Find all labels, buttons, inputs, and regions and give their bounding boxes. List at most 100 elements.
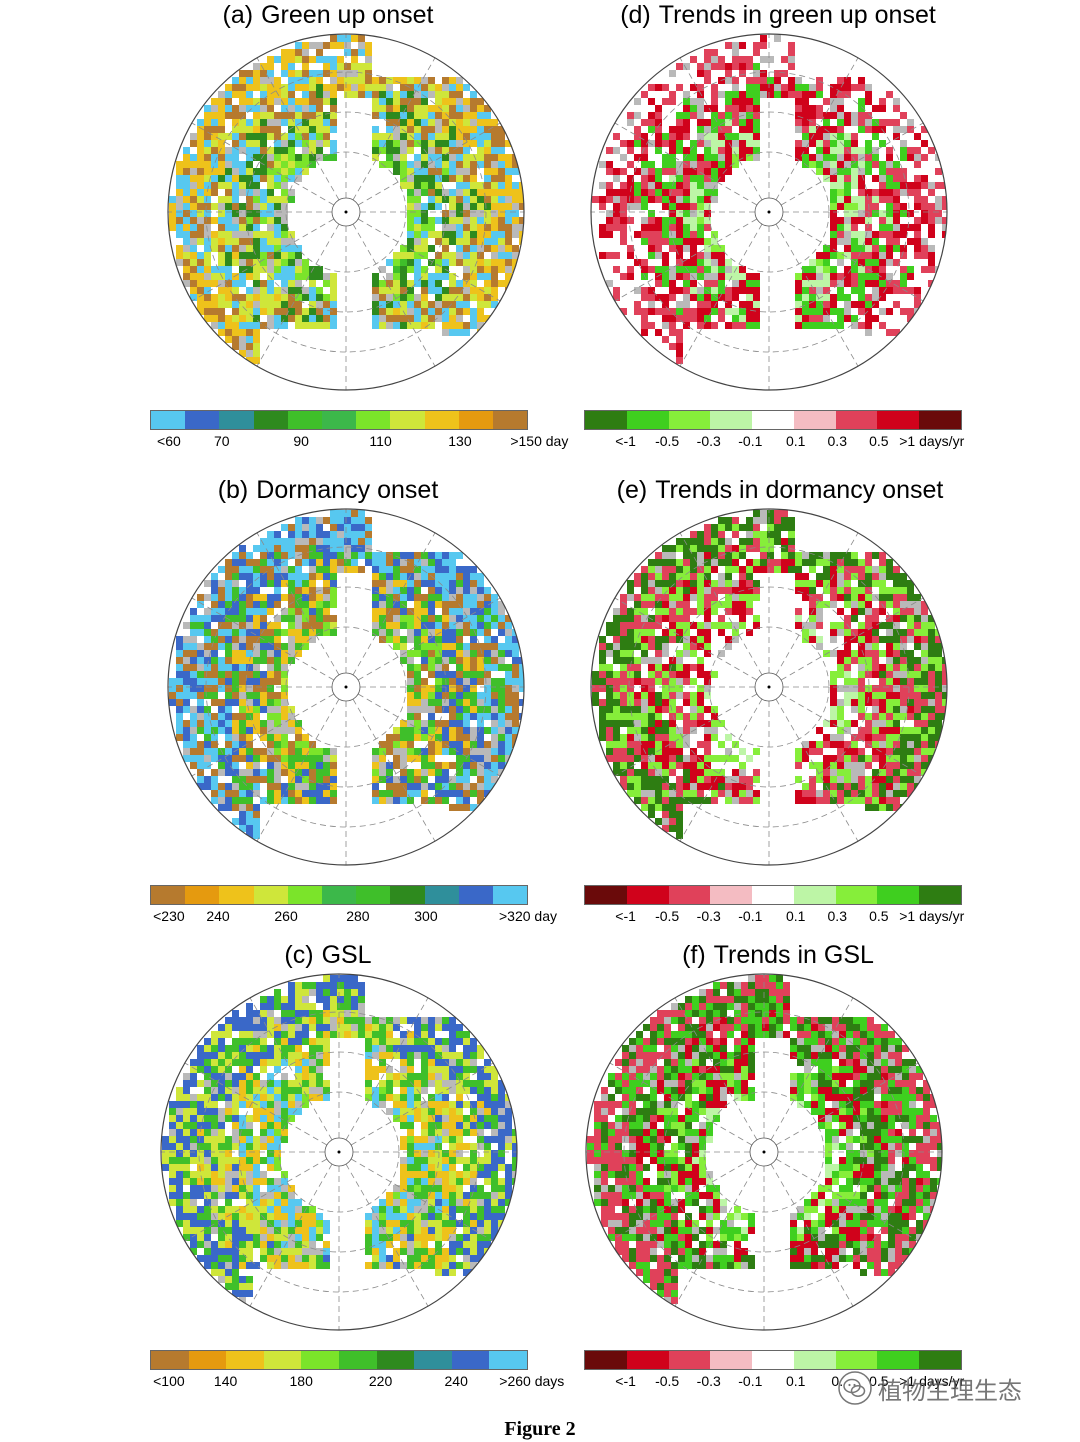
colorbar-swatch [585, 411, 627, 429]
colorbar-ticks: <230 240 260 280 300 >320 day [150, 908, 557, 926]
colorbar-tick-label: 0.5 [869, 1373, 889, 1389]
map-boundary [160, 973, 518, 1331]
colorbar-swatch [919, 886, 962, 904]
pole-circle [754, 197, 784, 227]
colorbar-swatch [626, 1351, 669, 1369]
panel-title: (f) Trends in GSL [508, 940, 1048, 970]
colorbar-tick-label: -0.5 [655, 433, 680, 449]
panel-title-text: Dormancy onset [256, 476, 439, 504]
land-cells [169, 510, 524, 839]
panel-label: (f) [682, 941, 706, 969]
colorbar-tick-label: <-1 [615, 1373, 636, 1389]
colorbar-swatch [710, 411, 753, 429]
panel-label: (d) [620, 1, 651, 29]
graticule [591, 34, 947, 390]
panel-title: (c) GSL [58, 940, 598, 970]
colorbar [584, 410, 962, 430]
colorbar-tick-label: 240 [206, 908, 230, 924]
colorbar-swatch [219, 411, 254, 429]
colorbar-tick-label: -0.1 [738, 433, 763, 449]
colorbar-swatch [188, 1351, 227, 1369]
colorbar-tick-label: 110 [369, 433, 392, 449]
colorbar-tick-label: 0.1 [785, 1373, 806, 1389]
polar-map [590, 508, 948, 866]
panel-title-text: Trends in green up onset [658, 1, 936, 29]
colorbar [584, 1350, 962, 1370]
colorbar-swatch [253, 411, 288, 429]
panel-label: (b) [217, 476, 249, 504]
colorbar-swatch [219, 886, 254, 904]
colorbar-swatch [793, 886, 836, 904]
polar-map [167, 508, 525, 866]
colorbar-swatch [301, 1351, 339, 1369]
colorbar-swatch [390, 411, 425, 429]
panel-b: (b) Dormancy onset <230 240 260 280 300 >320 d… [70, 475, 610, 935]
colorbar-tick-label: <100 [153, 1373, 185, 1389]
colorbar-tick-label: 0.5 [869, 433, 889, 449]
map-boundary [167, 508, 525, 866]
colorbar-swatch [226, 1351, 264, 1369]
colorbar-tick-label: -0.1 [738, 1373, 763, 1389]
colorbar-swatch [877, 1351, 920, 1369]
colorbar [584, 885, 962, 905]
map-boundary [590, 508, 948, 866]
polar-map [167, 33, 525, 391]
colorbar-swatch [338, 1351, 377, 1369]
polar-map [590, 33, 948, 391]
colorbar-tick-label: <230 [153, 908, 185, 924]
colorbar-swatch [287, 886, 322, 904]
colorbar-swatch [710, 886, 753, 904]
colorbar-tick-label: 0.1 [785, 908, 806, 924]
colorbar-tick-label: 130 [448, 433, 472, 449]
land-cells [587, 975, 942, 1304]
colorbar-swatch [835, 1351, 878, 1369]
colorbar-ticks: <60 70 90 110 130 >150 day [150, 433, 568, 451]
panel-title-text: Trends in GSL [713, 941, 874, 969]
colorbar-tick-label: <-1 [615, 908, 636, 924]
colorbar-swatch [458, 411, 493, 429]
colorbar-swatch [710, 1351, 753, 1369]
graticule [161, 974, 517, 1330]
colorbar-swatch [877, 411, 920, 429]
colorbar-swatch [451, 1351, 490, 1369]
colorbar-swatch [877, 886, 920, 904]
colorbar-swatch [585, 886, 627, 904]
panel-title: (a) Green up onset [58, 0, 598, 30]
colorbar-swatch [185, 886, 220, 904]
panel-label: (a) [222, 1, 254, 29]
panel-title: (d) Trends in green up onset [508, 0, 1048, 30]
colorbar-swatch [151, 886, 186, 904]
colorbar-ticks: <-1 -0.5 -0.3 -0.1 0.1 0.3 0.5 >1 days/yr [584, 908, 965, 926]
colorbar-swatch [668, 886, 711, 904]
colorbar-swatch [151, 411, 186, 429]
colorbar-swatch [793, 1351, 836, 1369]
colorbar-tick-label: -0.5 [655, 1373, 680, 1389]
panel-label: (e) [616, 476, 648, 504]
colorbar-ticks: <-1 -0.5 -0.3 -0.1 0.1 0. 0.5 >1 days/yr [584, 1373, 964, 1391]
colorbar-swatch [835, 886, 878, 904]
colorbar-tick-label: 180 [289, 1373, 313, 1389]
figure-caption: Figure 2 [504, 1418, 576, 1440]
colorbar-tick-label: 0. [831, 1373, 844, 1389]
colorbar-swatch [919, 411, 962, 429]
colorbar-swatch [185, 411, 220, 429]
pole-circle [331, 672, 361, 702]
colorbar-tick-label: 70 [214, 433, 230, 449]
panel-title-text: Trends in dormancy onset [655, 476, 944, 504]
colorbar-swatch [321, 886, 357, 904]
colorbar-swatch [626, 886, 669, 904]
colorbar-tick-label: -0.3 [696, 908, 721, 924]
colorbar-tick-label: 140 [213, 1373, 238, 1389]
map-boundary [167, 33, 525, 391]
map-boundary [590, 33, 948, 391]
colorbar-tick-label: >1 days/yr [899, 908, 965, 924]
panel-c: (c) GSL <100 140 180 220 240 >260 days [70, 940, 610, 1400]
watermark: 植物生理生态 [838, 1368, 1068, 1408]
panel-a: (a) Green up onset <60 70 90 110 130 >150 day [70, 0, 610, 460]
graticule [586, 974, 942, 1330]
colorbar-tick-label: -0.1 [738, 908, 763, 924]
colorbar-tick-label: -0.3 [696, 433, 721, 449]
colorbar [150, 410, 528, 430]
colorbar-swatch [390, 886, 425, 904]
colorbar-tick-label: 0.3 [827, 433, 847, 449]
